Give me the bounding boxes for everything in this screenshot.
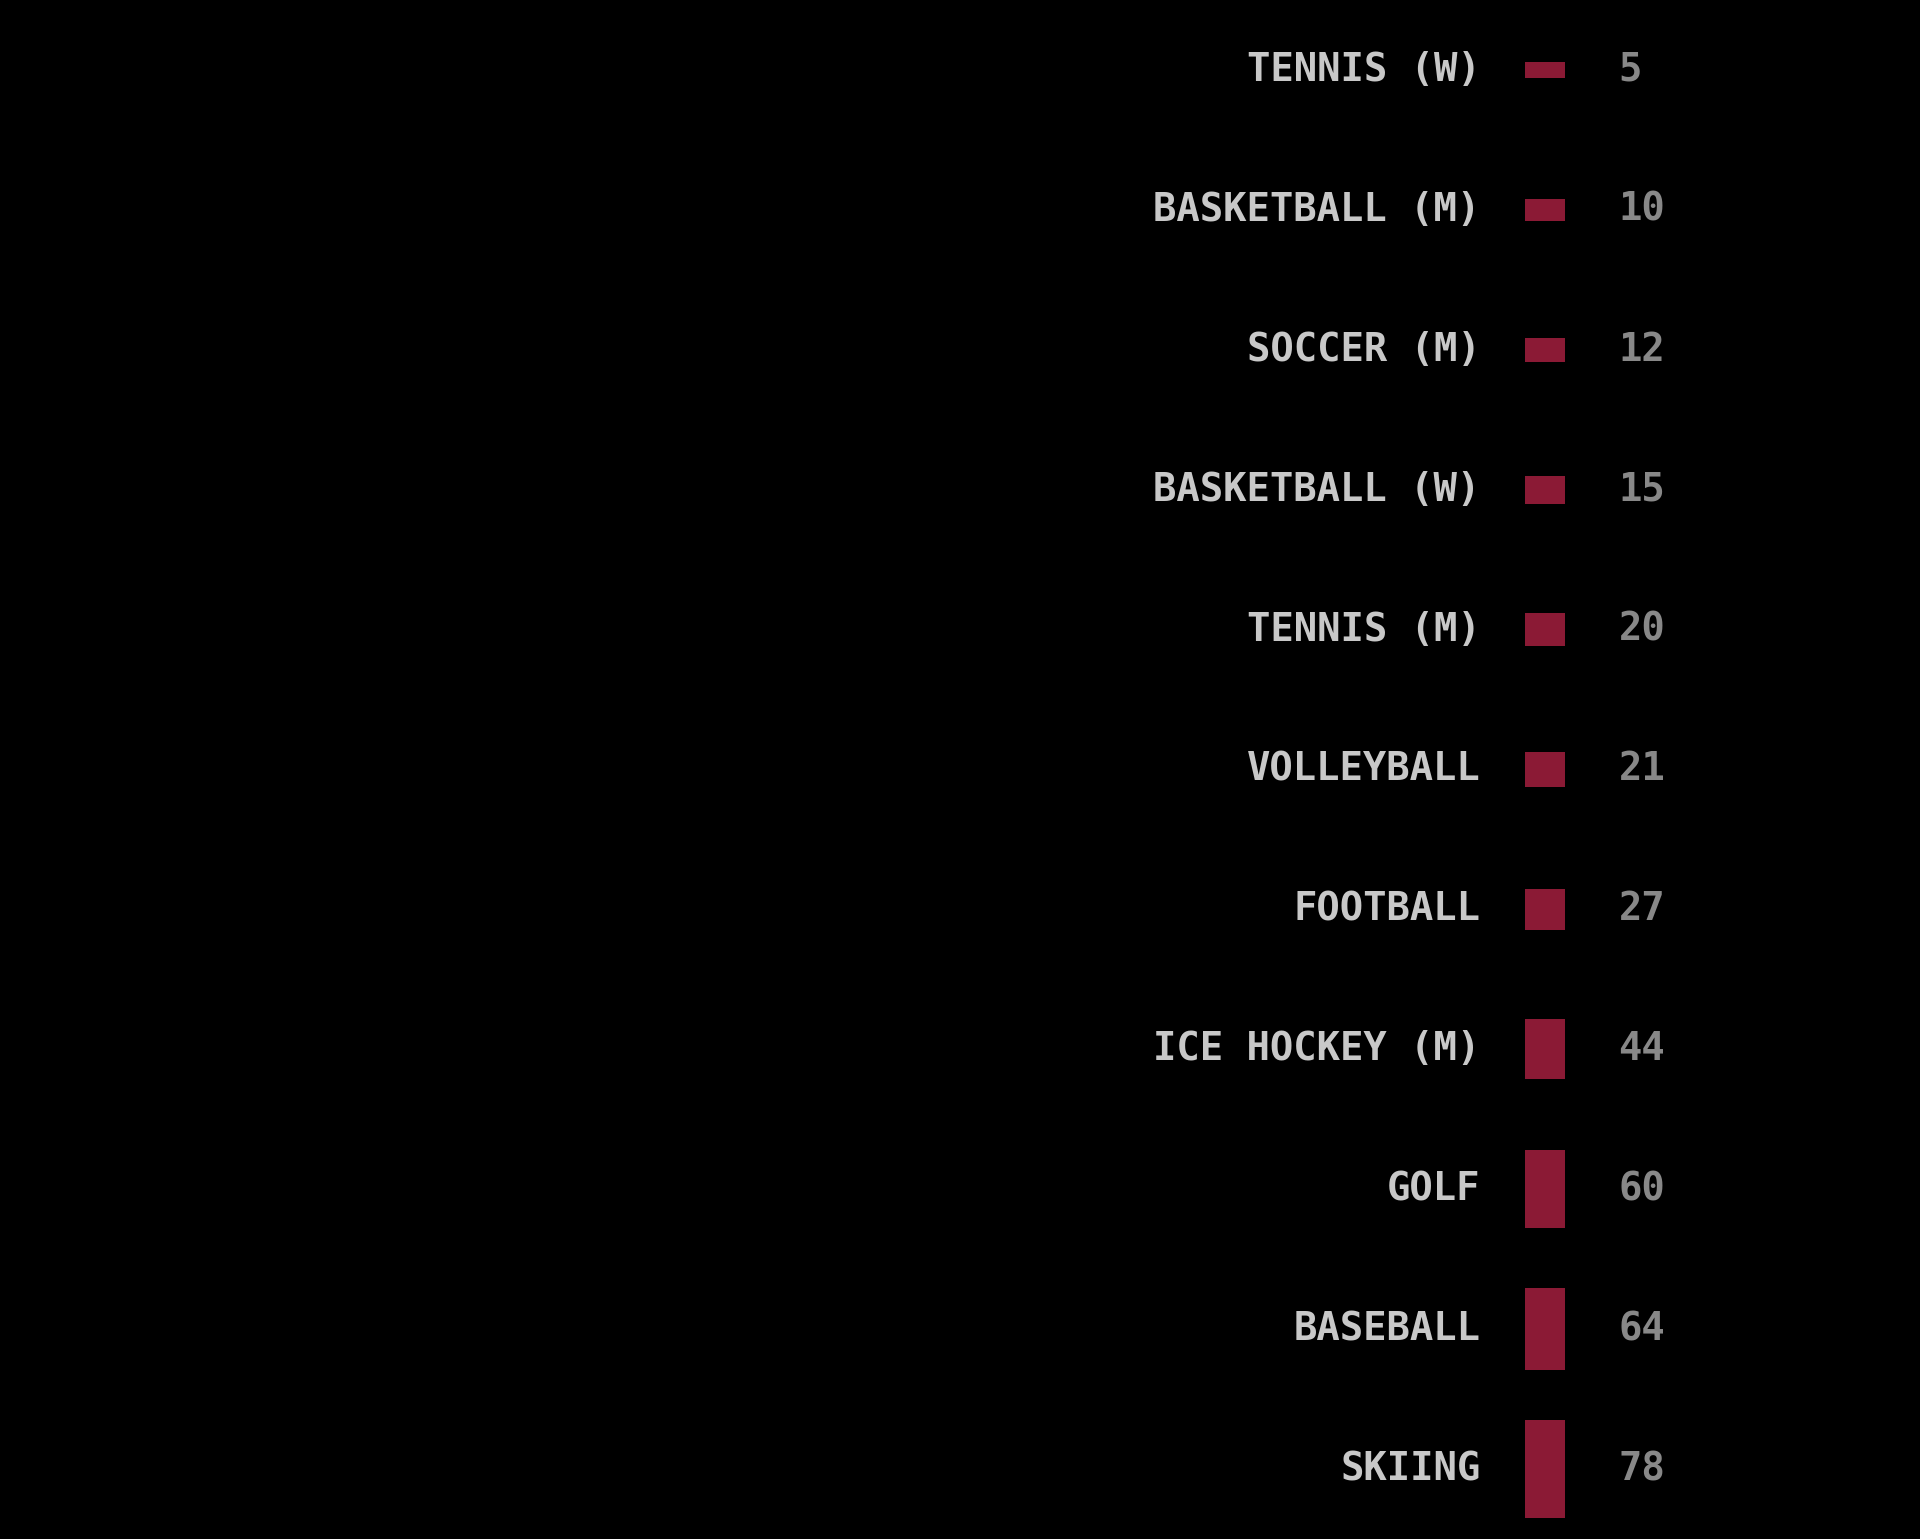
Text: 27: 27 xyxy=(1619,891,1665,928)
Text: 78: 78 xyxy=(1619,1450,1665,1488)
Bar xyxy=(1524,1288,1565,1370)
Bar xyxy=(1524,337,1565,362)
Text: 10: 10 xyxy=(1619,191,1665,229)
Text: 20: 20 xyxy=(1619,611,1665,648)
Text: 21: 21 xyxy=(1619,751,1665,788)
Text: VOLLEYBALL: VOLLEYBALL xyxy=(1246,751,1480,788)
Text: BASKETBALL (M): BASKETBALL (M) xyxy=(1154,191,1480,229)
Text: BASEBALL: BASEBALL xyxy=(1294,1310,1480,1348)
Bar xyxy=(1524,1019,1565,1079)
Text: SOCCER (M): SOCCER (M) xyxy=(1246,331,1480,369)
Text: BASKETBALL (W): BASKETBALL (W) xyxy=(1154,471,1480,509)
Bar xyxy=(1524,753,1565,786)
Bar xyxy=(1524,476,1565,503)
Bar xyxy=(1524,1150,1565,1228)
Text: TENNIS (M): TENNIS (M) xyxy=(1246,611,1480,648)
Text: FOOTBALL: FOOTBALL xyxy=(1294,891,1480,928)
Text: TENNIS (W): TENNIS (W) xyxy=(1246,51,1480,89)
Text: ICE HOCKEY (M): ICE HOCKEY (M) xyxy=(1154,1030,1480,1068)
Text: 44: 44 xyxy=(1619,1030,1665,1068)
Text: SKIING: SKIING xyxy=(1340,1450,1480,1488)
Text: 5: 5 xyxy=(1619,51,1642,89)
Text: GOLF: GOLF xyxy=(1386,1170,1480,1208)
Bar xyxy=(1524,1420,1565,1517)
Text: 64: 64 xyxy=(1619,1310,1665,1348)
Bar xyxy=(1524,890,1565,930)
Bar xyxy=(1524,613,1565,646)
Text: 15: 15 xyxy=(1619,471,1665,509)
Text: 12: 12 xyxy=(1619,331,1665,369)
Text: 60: 60 xyxy=(1619,1170,1665,1208)
Bar xyxy=(1524,62,1565,78)
Bar xyxy=(1524,199,1565,222)
